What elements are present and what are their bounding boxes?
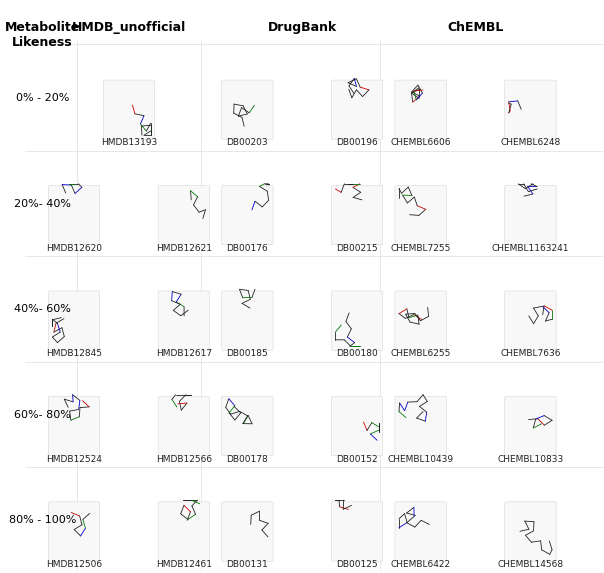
Text: HMDB13193: HMDB13193 xyxy=(101,138,157,147)
FancyBboxPatch shape xyxy=(222,397,273,456)
Text: HMDB12620: HMDB12620 xyxy=(46,244,102,253)
Text: HMDB12506: HMDB12506 xyxy=(46,560,102,569)
Text: DrugBank: DrugBank xyxy=(268,21,337,34)
FancyBboxPatch shape xyxy=(158,186,210,245)
FancyBboxPatch shape xyxy=(48,186,100,245)
Text: CHEMBL6606: CHEMBL6606 xyxy=(390,138,451,147)
FancyBboxPatch shape xyxy=(158,291,210,350)
Text: 60%- 80%: 60%- 80% xyxy=(14,410,71,419)
Text: DB00131: DB00131 xyxy=(226,560,268,569)
Text: 20%- 40%: 20%- 40% xyxy=(14,199,71,209)
FancyBboxPatch shape xyxy=(332,291,383,350)
FancyBboxPatch shape xyxy=(222,502,273,561)
Text: ChEMBL: ChEMBL xyxy=(448,21,504,34)
FancyBboxPatch shape xyxy=(505,80,556,139)
Text: HMDB_unofficial: HMDB_unofficial xyxy=(72,21,186,34)
Text: CHEMBL14568: CHEMBL14568 xyxy=(497,560,564,569)
Text: CHEMBL6422: CHEMBL6422 xyxy=(391,560,451,569)
FancyBboxPatch shape xyxy=(505,186,556,245)
Text: CHEMBL10439: CHEMBL10439 xyxy=(388,454,454,464)
Text: DB00196: DB00196 xyxy=(336,138,378,147)
FancyBboxPatch shape xyxy=(505,291,556,350)
FancyBboxPatch shape xyxy=(222,291,273,350)
FancyBboxPatch shape xyxy=(48,397,100,456)
FancyBboxPatch shape xyxy=(158,397,210,456)
FancyBboxPatch shape xyxy=(395,80,446,139)
Text: 40%- 60%: 40%- 60% xyxy=(14,304,71,314)
FancyBboxPatch shape xyxy=(158,502,210,561)
Text: DB00180: DB00180 xyxy=(336,349,378,358)
Text: HMDB12524: HMDB12524 xyxy=(46,454,102,464)
FancyBboxPatch shape xyxy=(332,80,383,139)
FancyBboxPatch shape xyxy=(222,80,273,139)
Text: HMDB12566: HMDB12566 xyxy=(156,454,212,464)
FancyBboxPatch shape xyxy=(505,502,556,561)
Text: CHEMBL7255: CHEMBL7255 xyxy=(390,244,451,253)
FancyBboxPatch shape xyxy=(395,291,446,350)
FancyBboxPatch shape xyxy=(505,397,556,456)
Text: DB00215: DB00215 xyxy=(336,244,378,253)
Text: HMDB12845: HMDB12845 xyxy=(46,349,102,358)
Text: CHEMBL7636: CHEMBL7636 xyxy=(500,349,561,358)
Text: HMDB12617: HMDB12617 xyxy=(156,349,212,358)
Text: 80% - 100%: 80% - 100% xyxy=(8,515,76,525)
FancyBboxPatch shape xyxy=(332,186,383,245)
FancyBboxPatch shape xyxy=(103,80,155,139)
FancyBboxPatch shape xyxy=(48,291,100,350)
Text: CHEMBL6255: CHEMBL6255 xyxy=(390,349,451,358)
FancyBboxPatch shape xyxy=(395,397,446,456)
Text: Metabolite
Likeness: Metabolite Likeness xyxy=(5,21,80,49)
FancyBboxPatch shape xyxy=(48,502,100,561)
FancyBboxPatch shape xyxy=(395,502,446,561)
Text: CHEMBL6248: CHEMBL6248 xyxy=(500,138,561,147)
Text: DB00178: DB00178 xyxy=(226,454,268,464)
FancyBboxPatch shape xyxy=(222,186,273,245)
Text: HMDB12621: HMDB12621 xyxy=(156,244,212,253)
Text: 0% - 20%: 0% - 20% xyxy=(16,93,69,103)
FancyBboxPatch shape xyxy=(332,502,383,561)
Text: DB00203: DB00203 xyxy=(226,138,268,147)
Text: DB00185: DB00185 xyxy=(226,349,268,358)
Text: HMDB12461: HMDB12461 xyxy=(156,560,212,569)
Text: CHEMBL10833: CHEMBL10833 xyxy=(497,454,564,464)
FancyBboxPatch shape xyxy=(332,397,383,456)
Text: DB00176: DB00176 xyxy=(226,244,268,253)
FancyBboxPatch shape xyxy=(395,186,446,245)
Text: DB00125: DB00125 xyxy=(336,560,378,569)
Text: DB00152: DB00152 xyxy=(336,454,378,464)
Text: CHEMBL1163241: CHEMBL1163241 xyxy=(492,244,569,253)
